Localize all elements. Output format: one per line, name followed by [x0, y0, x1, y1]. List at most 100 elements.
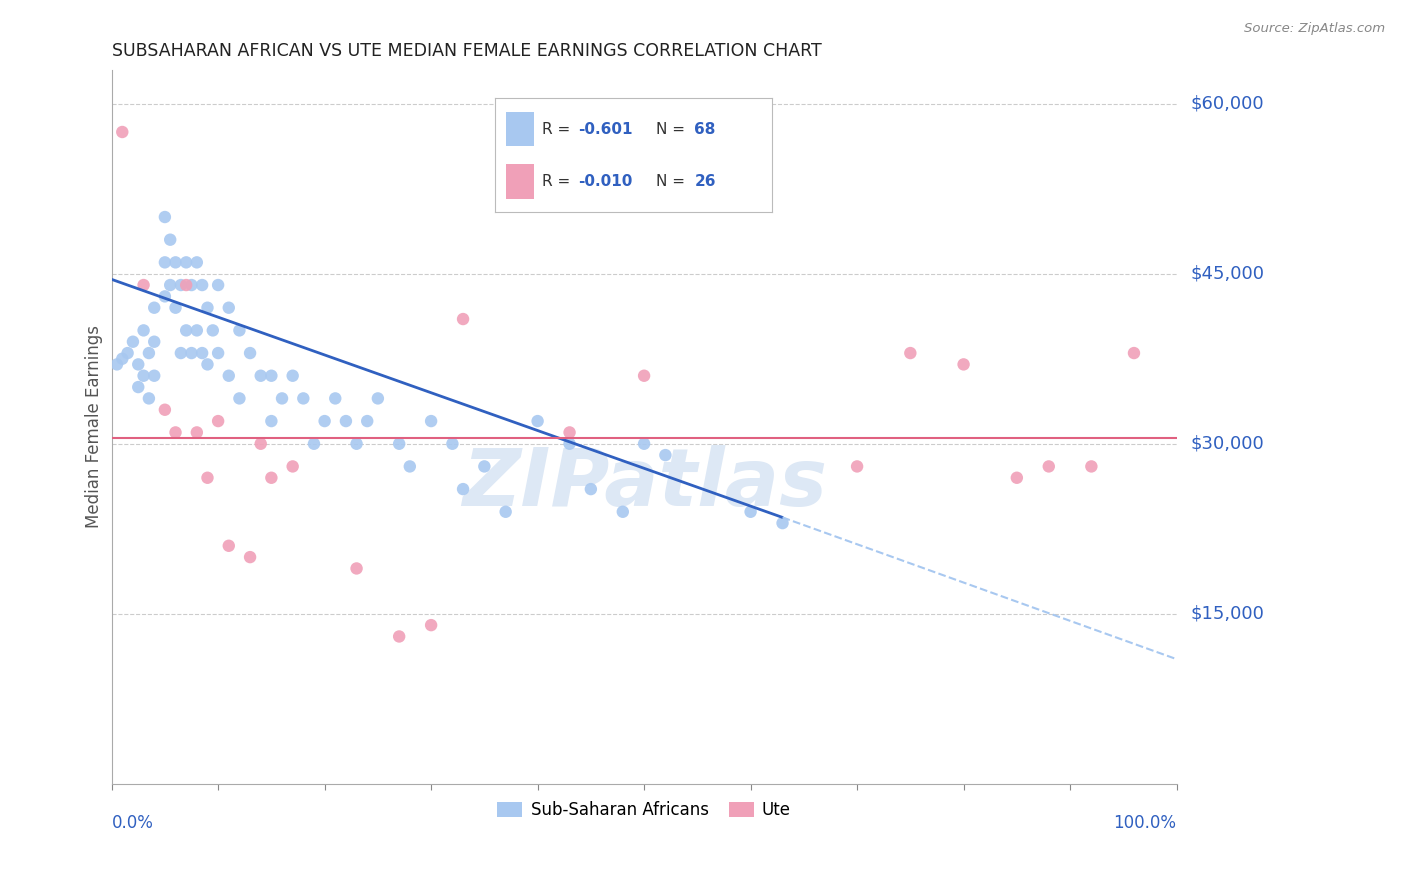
- Point: [132, 323, 155, 337]
- Point: [281, 368, 304, 383]
- Point: [302, 436, 325, 450]
- Y-axis label: Median Female Earnings: Median Female Earnings: [86, 326, 103, 528]
- Point: [451, 482, 474, 496]
- Point: [239, 346, 262, 360]
- Point: [398, 459, 420, 474]
- Point: [335, 414, 357, 428]
- Point: [346, 436, 368, 450]
- Point: [1005, 471, 1028, 485]
- Point: [1038, 459, 1060, 474]
- Point: [191, 346, 214, 360]
- Point: [346, 561, 368, 575]
- Point: [138, 392, 160, 406]
- Point: [143, 368, 166, 383]
- Point: [165, 301, 187, 315]
- Point: [174, 255, 197, 269]
- Point: [579, 482, 602, 496]
- Point: [558, 436, 581, 450]
- Point: [197, 358, 219, 372]
- Point: [180, 278, 202, 293]
- Point: [249, 436, 271, 450]
- Point: [186, 323, 208, 337]
- Point: [612, 505, 634, 519]
- Point: [174, 278, 197, 293]
- Point: [186, 425, 208, 440]
- Point: [952, 358, 974, 372]
- Point: [165, 255, 187, 269]
- Point: [846, 459, 869, 474]
- Point: [191, 278, 214, 293]
- Point: [633, 436, 655, 450]
- Point: [260, 368, 283, 383]
- Point: [356, 414, 378, 428]
- Point: [159, 233, 181, 247]
- Point: [239, 550, 262, 565]
- Point: [111, 125, 134, 139]
- Point: [292, 392, 315, 406]
- Point: [558, 425, 581, 440]
- Text: $30,000: $30,000: [1191, 434, 1264, 453]
- Text: $60,000: $60,000: [1191, 95, 1264, 112]
- Point: [633, 368, 655, 383]
- Point: [143, 334, 166, 349]
- Point: [186, 255, 208, 269]
- Point: [654, 448, 676, 462]
- Text: 100.0%: 100.0%: [1114, 814, 1177, 832]
- Legend: Sub-Saharan Africans, Ute: Sub-Saharan Africans, Ute: [491, 794, 797, 825]
- Point: [228, 323, 250, 337]
- Point: [201, 323, 224, 337]
- Text: $15,000: $15,000: [1191, 605, 1264, 623]
- Point: [367, 392, 389, 406]
- Point: [314, 414, 336, 428]
- Point: [451, 312, 474, 326]
- Point: [111, 351, 134, 366]
- Point: [388, 630, 411, 644]
- Point: [153, 402, 176, 417]
- Point: [132, 368, 155, 383]
- Point: [170, 278, 193, 293]
- Point: [138, 346, 160, 360]
- Point: [1123, 346, 1146, 360]
- Point: [165, 425, 187, 440]
- Point: [159, 278, 181, 293]
- Point: [174, 323, 197, 337]
- Text: SUBSAHARAN AFRICAN VS UTE MEDIAN FEMALE EARNINGS CORRELATION CHART: SUBSAHARAN AFRICAN VS UTE MEDIAN FEMALE …: [111, 42, 821, 60]
- Point: [271, 392, 294, 406]
- Text: ZIPatlas: ZIPatlas: [461, 445, 827, 523]
- Point: [207, 414, 229, 428]
- Point: [472, 459, 495, 474]
- Point: [127, 380, 149, 394]
- Text: Source: ZipAtlas.com: Source: ZipAtlas.com: [1244, 22, 1385, 36]
- Point: [153, 289, 176, 303]
- Point: [260, 414, 283, 428]
- Point: [772, 516, 794, 530]
- Point: [127, 358, 149, 372]
- Point: [197, 301, 219, 315]
- Point: [228, 392, 250, 406]
- Point: [388, 436, 411, 450]
- Point: [526, 414, 548, 428]
- Point: [170, 346, 193, 360]
- Point: [441, 436, 464, 450]
- Point: [143, 301, 166, 315]
- Point: [898, 346, 921, 360]
- Point: [218, 301, 240, 315]
- Point: [197, 471, 219, 485]
- Point: [420, 618, 443, 632]
- Point: [260, 471, 283, 485]
- Point: [281, 459, 304, 474]
- Point: [117, 346, 139, 360]
- Point: [740, 505, 762, 519]
- Point: [180, 346, 202, 360]
- Point: [153, 210, 176, 224]
- Point: [153, 255, 176, 269]
- Point: [218, 368, 240, 383]
- Point: [323, 392, 346, 406]
- Point: [207, 346, 229, 360]
- Text: $45,000: $45,000: [1191, 265, 1264, 283]
- Text: 0.0%: 0.0%: [111, 814, 153, 832]
- Point: [207, 278, 229, 293]
- Point: [495, 505, 517, 519]
- Point: [122, 334, 145, 349]
- Point: [249, 368, 271, 383]
